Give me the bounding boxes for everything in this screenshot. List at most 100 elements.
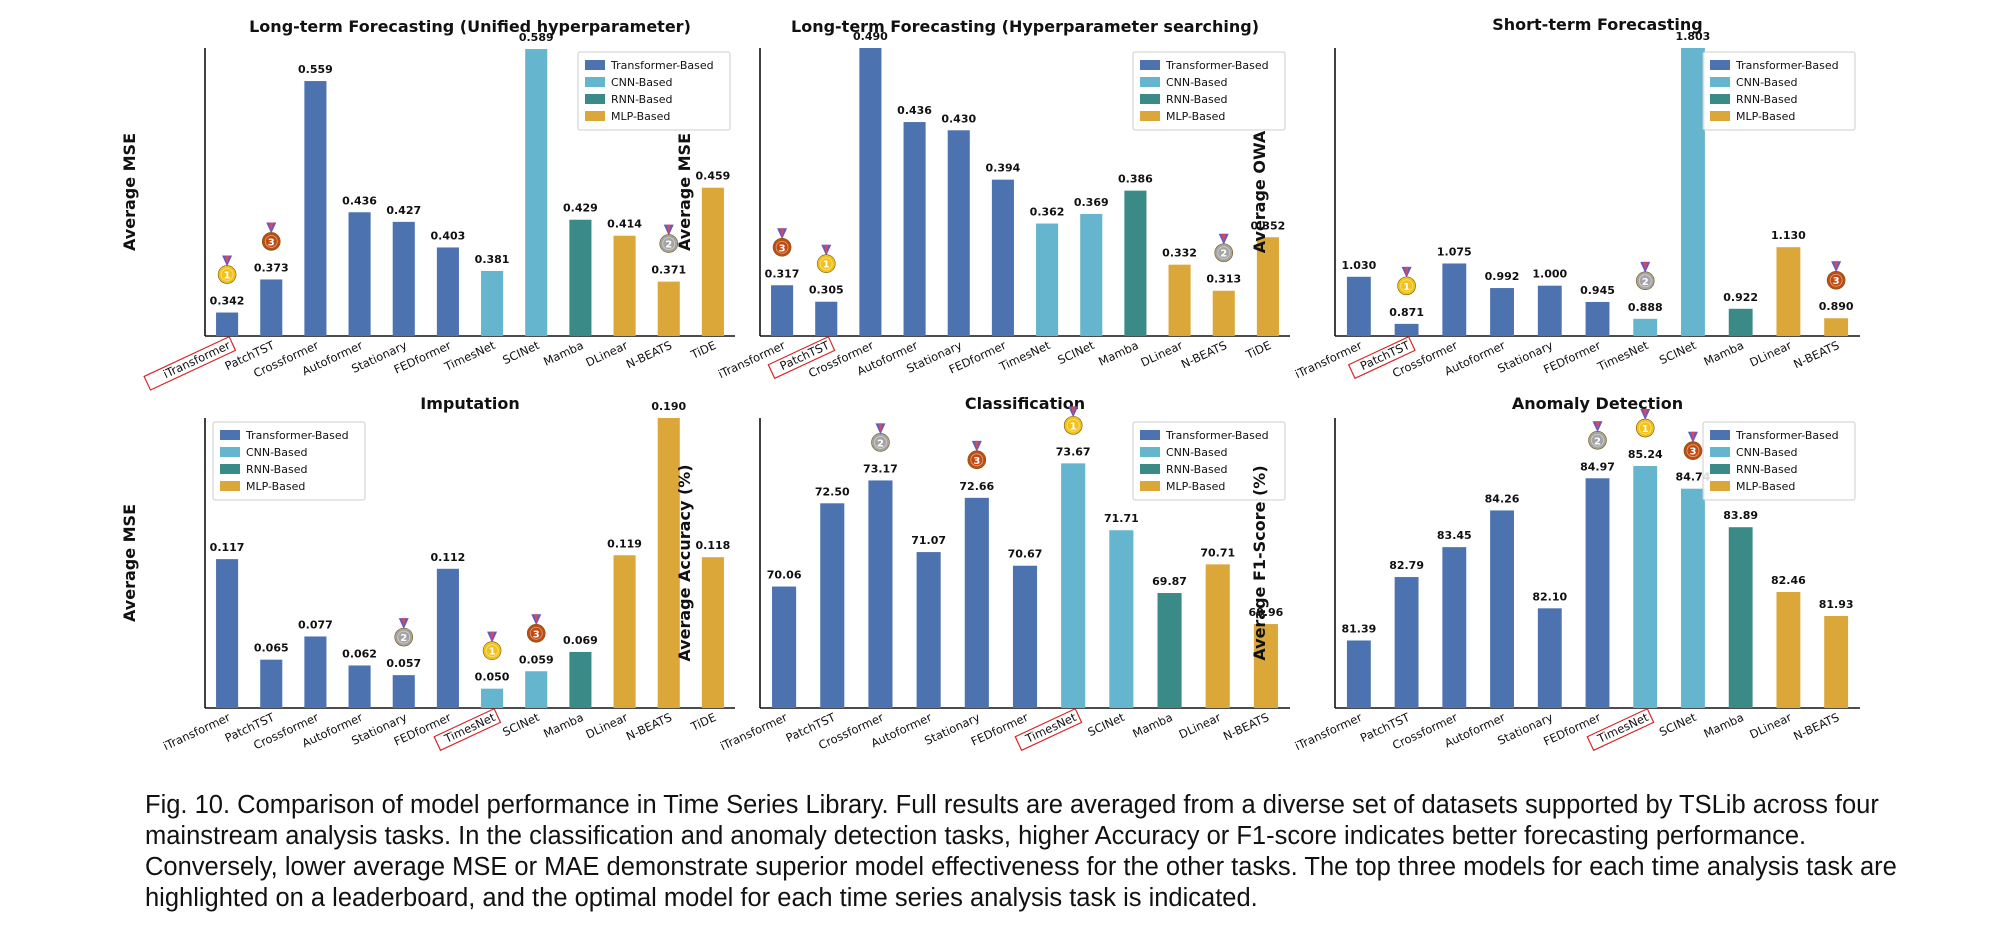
x-tick-label: TimesNet: [1594, 338, 1651, 374]
data-label: 0.922: [1723, 291, 1758, 304]
data-label: 0.305: [809, 284, 844, 297]
legend-frame: [212, 421, 366, 501]
bar-patchtst: [1394, 323, 1419, 336]
bar-n-beats: [1212, 290, 1235, 336]
data-label: 72.66: [959, 480, 994, 493]
chart-title: Classification: [965, 394, 1085, 413]
data-label: 0.394: [986, 162, 1021, 175]
data-label: 0.062: [342, 647, 377, 660]
x-tick-label: N-BEATS: [1179, 338, 1229, 371]
bar-stationary: [964, 497, 989, 708]
legend-entry: Transformer-Based: [245, 429, 349, 442]
legend-swatch: [585, 77, 605, 87]
bar-stationary: [392, 221, 415, 336]
highlight-box: [1586, 707, 1655, 752]
bar-itransformer: [1346, 276, 1371, 336]
legend-entry: MLP-Based: [611, 110, 670, 123]
svg-text:1: 1: [1642, 424, 1649, 435]
bar-mamba: [1157, 593, 1182, 708]
data-label: 0.386: [1118, 173, 1153, 186]
highlight-box: [767, 335, 836, 380]
highlight-box: [433, 707, 502, 752]
medal-3-icon: 3: [967, 440, 987, 470]
bar-mamba: [1124, 190, 1147, 336]
data-label: 70.06: [767, 569, 802, 582]
legend-frame: [1132, 51, 1286, 131]
svg-text:2: 2: [1642, 277, 1649, 288]
bar-tide: [1256, 237, 1279, 336]
data-label: 72.50: [815, 485, 850, 498]
data-label: 0.362: [1030, 206, 1065, 219]
data-label: 0.427: [386, 204, 421, 217]
legend-swatch: [220, 430, 240, 440]
x-tick-label: Mamba: [1130, 710, 1174, 741]
x-tick-label: TiDE: [688, 710, 718, 734]
data-label: 70.67: [1008, 548, 1043, 561]
data-label: 83.89: [1723, 509, 1758, 522]
legend-frame: [1702, 51, 1856, 131]
bar-mamba: [1728, 527, 1753, 708]
bar-dlinear: [613, 235, 636, 336]
chart-title: Short-term Forecasting: [1492, 15, 1703, 34]
legend-entry: Transformer-Based: [610, 59, 714, 72]
bar-timesnet: [481, 270, 504, 336]
bar-patchtst: [260, 659, 283, 708]
data-label: 0.429: [563, 202, 598, 215]
data-label: 0.373: [254, 261, 289, 274]
x-tick-label: SCINet: [1657, 338, 1699, 367]
bar-patchtst: [260, 279, 283, 336]
bar-timesnet: [481, 688, 504, 708]
medal-2-icon: 2: [394, 618, 414, 647]
data-label: 0.436: [342, 194, 377, 207]
x-tick-label: Mamba: [541, 338, 585, 369]
bar-scinet: [525, 671, 548, 708]
y-axis-label: Average MSE: [675, 133, 694, 251]
bar-scinet: [525, 49, 548, 337]
chart-title: Imputation: [420, 394, 519, 413]
y-axis-label: Average MSE: [120, 133, 139, 251]
medal-3-icon: 3: [1683, 431, 1703, 460]
bar-itransformer: [216, 312, 239, 336]
svg-text:3: 3: [533, 629, 540, 640]
legend: Transformer-Based CNN-Based RNN-Based MLP-B…: [577, 51, 731, 131]
bar-timesnet: [1036, 223, 1059, 336]
x-tick-label: DLinear: [584, 710, 631, 742]
bar-stationary: [1537, 285, 1562, 336]
data-label: 82.79: [1389, 559, 1424, 572]
data-label: 70.71: [1200, 546, 1235, 559]
bar-scinet: [1080, 213, 1103, 336]
data-label: 0.313: [1206, 273, 1241, 286]
bar-tide: [701, 557, 724, 708]
legend-entry: Transformer-Based: [1735, 59, 1839, 72]
data-label: 81.93: [1819, 598, 1854, 611]
data-label: 0.057: [386, 657, 421, 670]
legend-swatch: [220, 447, 240, 457]
data-label: 0.430: [941, 112, 976, 125]
bar-autoformer: [1490, 510, 1514, 708]
bar-scinet: [1109, 530, 1134, 708]
legend-swatch: [1140, 447, 1160, 457]
data-label: 73.17: [863, 462, 898, 475]
x-tick-label: SCINet: [500, 338, 542, 367]
bar-itransformer: [216, 559, 239, 708]
svg-text:2: 2: [665, 240, 672, 251]
bar-n-beats: [657, 281, 680, 336]
x-tick-label: Mamba: [1096, 338, 1140, 369]
y-axis-label: Average F1-Score (%): [1250, 465, 1269, 660]
bar-dlinear: [1205, 564, 1230, 708]
x-tick-label: DLinear: [584, 338, 631, 370]
x-tick-label: Mamba: [1701, 710, 1745, 741]
bar-patchtst: [820, 503, 845, 708]
bar-crossformer: [859, 48, 882, 336]
data-label: 71.71: [1104, 512, 1139, 525]
bar-crossformer: [1442, 547, 1467, 708]
bar-dlinear: [1776, 247, 1801, 336]
data-label: 83.45: [1437, 529, 1472, 542]
bar-fedformer: [1585, 478, 1610, 708]
bar-crossformer: [304, 636, 327, 708]
data-label: 1.030: [1341, 259, 1376, 272]
medal-2-icon: 2: [659, 224, 679, 253]
highlight-box: [1347, 335, 1416, 380]
legend-frame: [1132, 421, 1286, 501]
chart-title: Long-term Forecasting (Unified hyperpara…: [249, 17, 691, 36]
